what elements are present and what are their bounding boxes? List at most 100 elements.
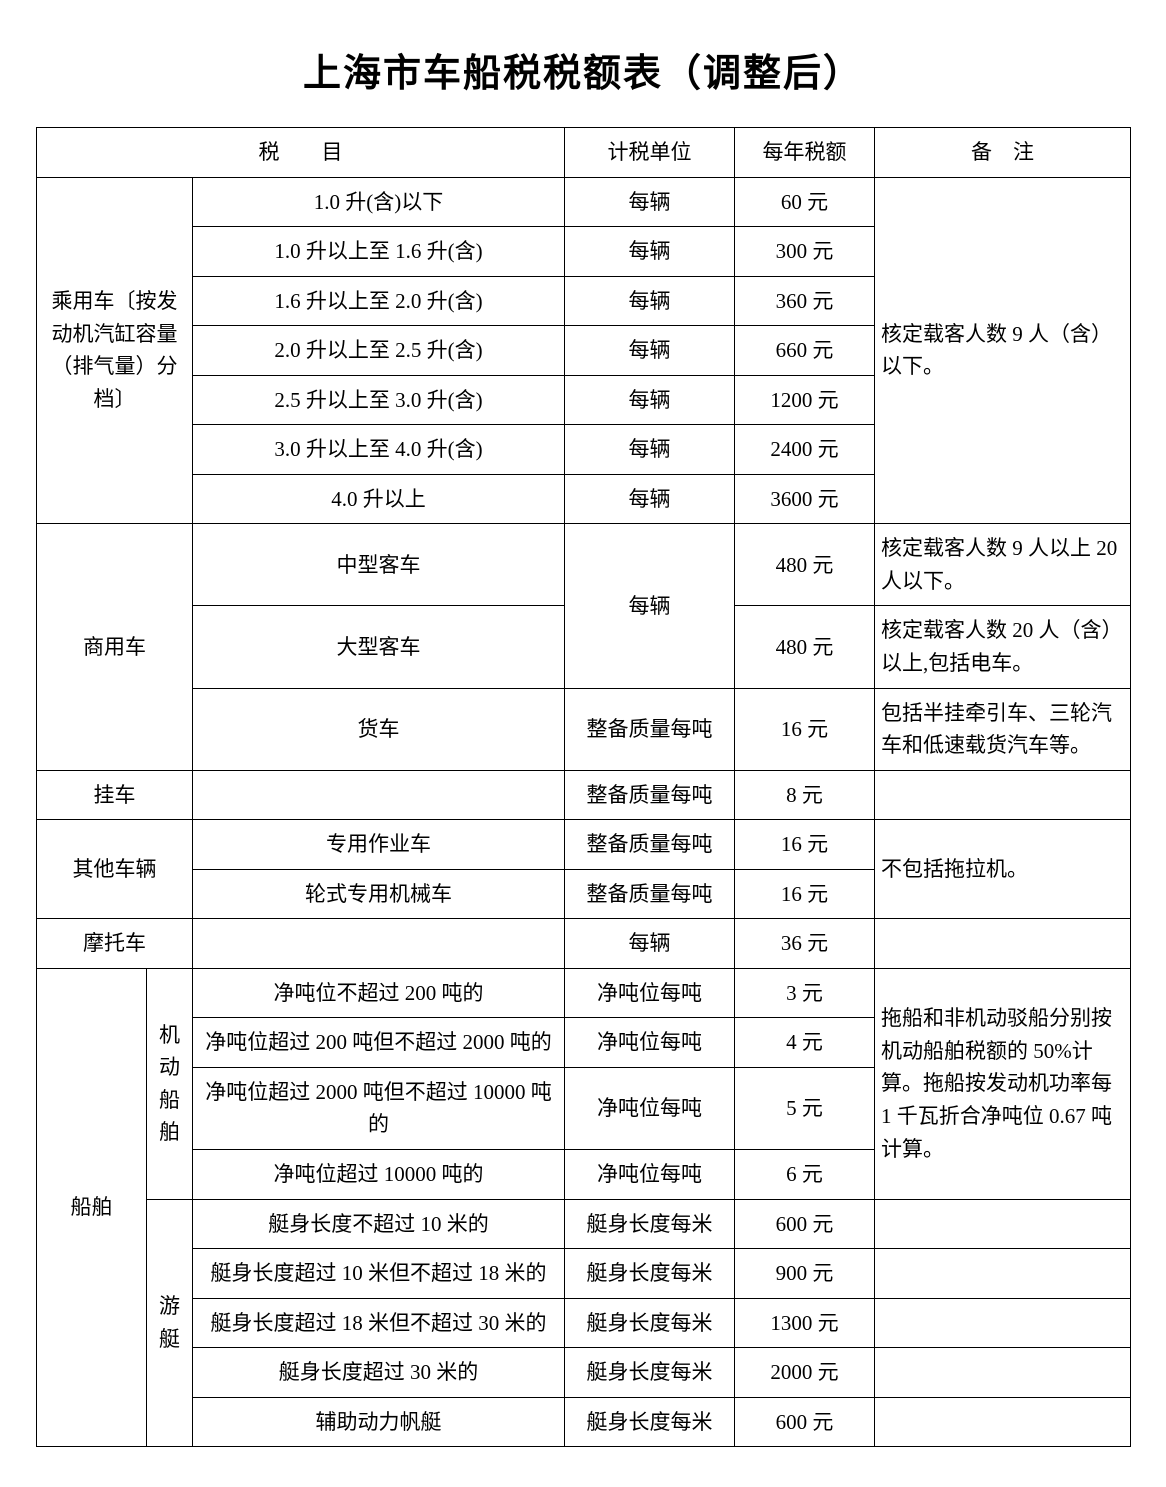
category-commercial: 商用车 [37,524,193,770]
cell-unit: 每辆 [565,524,735,688]
cell-remark [875,1199,1131,1249]
cell-tax: 3 元 [735,968,875,1018]
cell-desc: 2.5 升以上至 3.0 升(含) [193,375,565,425]
cell-unit: 每辆 [565,375,735,425]
cell-tax: 1300 元 [735,1298,875,1348]
table-row: 艇身长度超过 10 米但不超过 18 米的 艇身长度每米 900 元 [37,1249,1131,1299]
category-trailer: 挂车 [37,770,193,820]
cell-desc: 货车 [193,688,565,770]
cell-tax: 60 元 [735,177,875,227]
cell-desc: 4.0 升以上 [193,474,565,524]
cell-unit: 整备质量每吨 [565,820,735,870]
cell-desc: 净吨位不超过 200 吨的 [193,968,565,1018]
table-row: 货车 整备质量每吨 16 元 包括半挂牵引车、三轮汽车和低速载货汽车等。 [37,688,1131,770]
cell-remark: 拖船和非机动驳船分别按机动船舶税额的 50%计算。拖船按发动机功率每 1 千瓦折… [875,968,1131,1199]
tax-table: 税 目 计税单位 每年税额 备 注 乘用车〔按发动机汽缸容量（排气量）分档〕 1… [36,127,1131,1447]
cell-unit: 每辆 [565,474,735,524]
table-row: 摩托车 每辆 36 元 [37,919,1131,969]
table-row: 艇身长度超过 30 米的 艇身长度每米 2000 元 [37,1348,1131,1398]
cell-unit: 整备质量每吨 [565,869,735,919]
cell-remark: 包括半挂牵引车、三轮汽车和低速载货汽车等。 [875,688,1131,770]
cell-unit: 净吨位每吨 [565,968,735,1018]
cell-desc: 大型客车 [193,606,565,688]
cell-remark: 核定载客人数 9 人（含）以下。 [875,177,1131,524]
cell-tax: 1200 元 [735,375,875,425]
cell-desc: 辅助动力帆艇 [193,1397,565,1447]
cell-tax: 3600 元 [735,474,875,524]
category-other: 其他车辆 [37,820,193,919]
cell-tax: 16 元 [735,820,875,870]
cell-remark: 核定载客人数 20 人（含）以上,包括电车。 [875,606,1131,688]
table-row: 辅助动力帆艇 艇身长度每米 600 元 [37,1397,1131,1447]
cell-unit: 每辆 [565,227,735,277]
cell-tax: 16 元 [735,688,875,770]
table-row: 船舶 机动船舶 净吨位不超过 200 吨的 净吨位每吨 3 元 拖船和非机动驳船… [37,968,1131,1018]
cell-tax: 600 元 [735,1397,875,1447]
subcategory-yacht: 游艇 [147,1199,193,1447]
cell-tax: 360 元 [735,276,875,326]
cell-unit: 每辆 [565,425,735,475]
table-row: 商用车 中型客车 每辆 480 元 核定载客人数 9 人以上 20 人以下。 [37,524,1131,606]
cell-unit: 净吨位每吨 [565,1067,735,1149]
table-row: 挂车 整备质量每吨 8 元 [37,770,1131,820]
cell-remark: 不包括拖拉机。 [875,820,1131,919]
cell-desc: 1.6 升以上至 2.0 升(含) [193,276,565,326]
cell-unit: 整备质量每吨 [565,770,735,820]
cell-tax: 6 元 [735,1150,875,1200]
cell-tax: 900 元 [735,1249,875,1299]
cell-desc: 中型客车 [193,524,565,606]
cell-tax: 16 元 [735,869,875,919]
header-annual-tax: 每年税额 [735,128,875,178]
cell-tax: 2400 元 [735,425,875,475]
category-vessel: 船舶 [37,968,147,1446]
cell-tax: 300 元 [735,227,875,277]
cell-tax: 4 元 [735,1018,875,1068]
cell-remark [875,919,1131,969]
cell-unit: 每辆 [565,919,735,969]
cell-unit: 艇身长度每米 [565,1397,735,1447]
table-row: 游艇 艇身长度不超过 10 米的 艇身长度每米 600 元 [37,1199,1131,1249]
cell-desc: 艇身长度超过 10 米但不超过 18 米的 [193,1249,565,1299]
subcategory-motor-vessel: 机动船舶 [147,968,193,1199]
cell-desc: 1.0 升以上至 1.6 升(含) [193,227,565,277]
cell-unit: 艇身长度每米 [565,1199,735,1249]
cell-tax: 600 元 [735,1199,875,1249]
cell-desc [193,770,565,820]
cell-unit: 艇身长度每米 [565,1298,735,1348]
cell-tax: 660 元 [735,326,875,376]
cell-tax: 480 元 [735,524,875,606]
cell-desc: 艇身长度超过 30 米的 [193,1348,565,1398]
cell-unit: 每辆 [565,177,735,227]
table-row: 艇身长度超过 18 米但不超过 30 米的 艇身长度每米 1300 元 [37,1298,1131,1348]
category-passenger: 乘用车〔按发动机汽缸容量（排气量）分档〕 [37,177,193,524]
cell-remark [875,1348,1131,1398]
cell-unit: 每辆 [565,326,735,376]
cell-desc: 艇身长度不超过 10 米的 [193,1199,565,1249]
cell-desc [193,919,565,969]
cell-unit: 艇身长度每米 [565,1249,735,1299]
cell-remark [875,1249,1131,1299]
cell-unit: 净吨位每吨 [565,1018,735,1068]
table-row: 其他车辆 专用作业车 整备质量每吨 16 元 不包括拖拉机。 [37,820,1131,870]
cell-remark [875,1298,1131,1348]
cell-desc: 净吨位超过 200 吨但不超过 2000 吨的 [193,1018,565,1068]
page-title: 上海市车船税税额表（调整后） [36,42,1130,97]
cell-remark [875,1397,1131,1447]
cell-desc: 净吨位超过 2000 吨但不超过 10000 吨的 [193,1067,565,1149]
header-row: 税 目 计税单位 每年税额 备 注 [37,128,1131,178]
header-tax-unit: 计税单位 [565,128,735,178]
cell-desc: 净吨位超过 10000 吨的 [193,1150,565,1200]
cell-desc: 艇身长度超过 18 米但不超过 30 米的 [193,1298,565,1348]
cell-tax: 2000 元 [735,1348,875,1398]
header-remarks: 备 注 [875,128,1131,178]
table-row: 乘用车〔按发动机汽缸容量（排气量）分档〕 1.0 升(含)以下 每辆 60 元 … [37,177,1131,227]
cell-tax: 36 元 [735,919,875,969]
cell-tax: 5 元 [735,1067,875,1149]
cell-unit: 整备质量每吨 [565,688,735,770]
cell-desc: 轮式专用机械车 [193,869,565,919]
cell-unit: 净吨位每吨 [565,1150,735,1200]
cell-tax: 480 元 [735,606,875,688]
cell-desc: 2.0 升以上至 2.5 升(含) [193,326,565,376]
cell-unit: 每辆 [565,276,735,326]
cell-remark [875,770,1131,820]
